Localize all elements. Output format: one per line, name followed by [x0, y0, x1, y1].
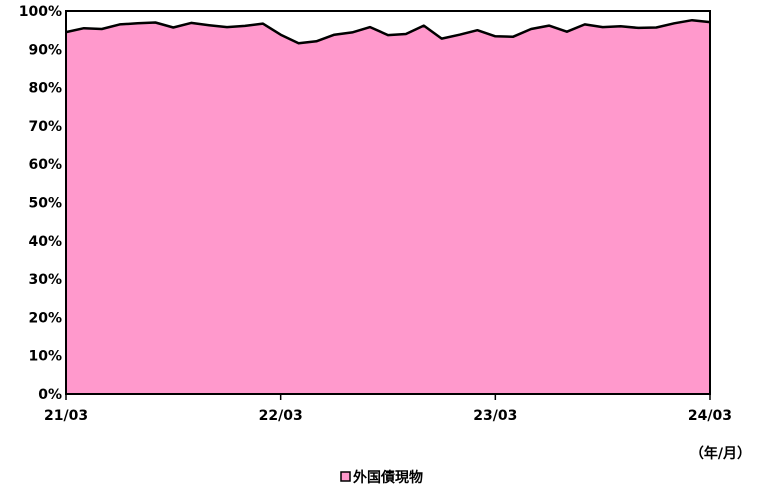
- series-line-gaikokusai-genbutsu: [65, 18, 711, 45]
- y-tick-label: 100%: [19, 4, 62, 20]
- legend-swatch: [340, 471, 351, 482]
- legend: 外国債現物: [340, 469, 423, 486]
- y-tick-label: 30%: [28, 272, 62, 288]
- y-tick-label: 70%: [28, 119, 62, 135]
- x-axis-ticks: 21/03 22/03 23/03 24/03: [44, 394, 732, 424]
- x-tick-label: 22/03: [259, 408, 303, 424]
- y-tick-label: 40%: [28, 234, 62, 250]
- x-tick-label: 21/03: [44, 408, 88, 424]
- y-axis-ticks: 0% 10% 20% 30% 40% 50% 60% 70% 80% 90% 100%: [19, 4, 62, 403]
- y-tick-label: 20%: [28, 310, 62, 326]
- series-area-gaikokusai-genbutsu: [66, 20, 710, 394]
- y-tick-label: 50%: [28, 196, 62, 212]
- y-tick-label: 60%: [28, 157, 62, 173]
- x-tick-label: 23/03: [473, 408, 517, 424]
- y-tick-label: 0%: [38, 387, 62, 403]
- legend-label: 外国債現物: [353, 469, 423, 486]
- x-axis-unit-label: （年/月）: [690, 445, 751, 462]
- y-tick-label: 80%: [28, 81, 62, 97]
- plot-border: [65, 10, 711, 395]
- y-tick-label: 10%: [28, 349, 62, 365]
- y-tick-label: 90%: [28, 42, 62, 58]
- x-tick-label: 24/03: [688, 408, 732, 424]
